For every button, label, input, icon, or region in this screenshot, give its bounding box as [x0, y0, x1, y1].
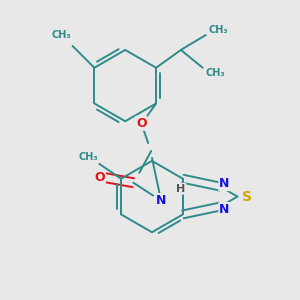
Text: O: O: [94, 171, 105, 184]
Text: CH₃: CH₃: [206, 68, 225, 78]
Text: N: N: [219, 203, 230, 216]
Text: CH₃: CH₃: [52, 30, 71, 40]
Text: N: N: [156, 194, 166, 207]
Text: O: O: [136, 117, 147, 130]
Text: S: S: [242, 190, 252, 204]
Text: CH₃: CH₃: [79, 152, 98, 162]
Text: H: H: [176, 184, 185, 194]
Text: N: N: [219, 177, 230, 190]
Text: CH₃: CH₃: [209, 25, 228, 35]
